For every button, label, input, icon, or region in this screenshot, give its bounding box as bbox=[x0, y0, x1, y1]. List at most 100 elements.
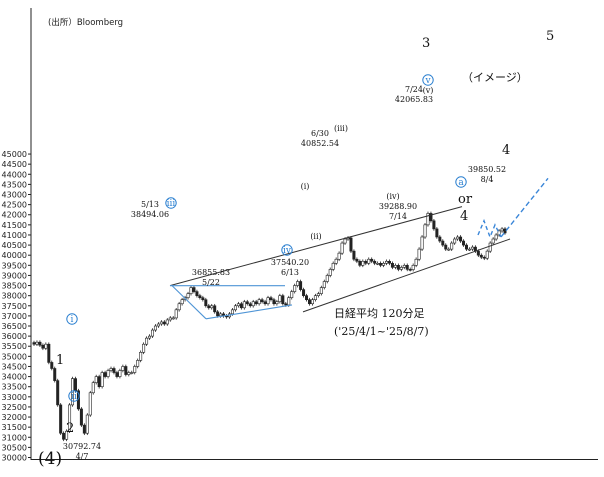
candle-body bbox=[307, 299, 311, 305]
circle-iii-label: iii bbox=[167, 199, 176, 209]
candle-body bbox=[491, 238, 495, 244]
candle-body bbox=[213, 305, 217, 313]
low-aug4-line1: 39850.52 bbox=[468, 165, 506, 174]
candle-body bbox=[355, 258, 359, 262]
candle-body bbox=[453, 238, 457, 244]
candle-body bbox=[245, 301, 249, 305]
candle-body bbox=[239, 303, 243, 309]
or-label: or bbox=[458, 192, 473, 207]
y-tick-label: 34000 bbox=[2, 373, 27, 382]
candle-body bbox=[361, 260, 365, 266]
candle-body bbox=[186, 293, 190, 298]
candle-body bbox=[464, 244, 468, 250]
y-tick-label: 39000 bbox=[2, 271, 27, 280]
wave-labels: (4)123 54or4（イメージ）iiiiiiivva(i)(ii)(iii)(… bbox=[38, 29, 554, 469]
candle-body bbox=[414, 258, 418, 266]
candle-body bbox=[370, 258, 374, 262]
candle-body bbox=[393, 265, 397, 268]
candle-body bbox=[168, 317, 172, 321]
y-tick-label: 35500 bbox=[2, 342, 27, 351]
y-tick-label: 34500 bbox=[2, 362, 27, 371]
candle-body bbox=[358, 260, 362, 266]
candle-body bbox=[150, 329, 154, 337]
candle-body bbox=[503, 228, 507, 234]
candle-body bbox=[325, 275, 329, 282]
candle-body bbox=[50, 362, 54, 369]
candle-body bbox=[251, 301, 255, 307]
wave-2-label: 2 bbox=[66, 421, 74, 436]
candle-body bbox=[260, 299, 264, 303]
high-jun30-line2: 40852.54 bbox=[301, 139, 339, 148]
candle-body bbox=[429, 213, 433, 222]
candle-body bbox=[459, 236, 463, 242]
candle-body bbox=[313, 295, 317, 301]
circle-v-label: v bbox=[424, 76, 431, 86]
candle-body bbox=[494, 234, 498, 240]
y-tick-label: 33000 bbox=[2, 393, 27, 402]
candle-body bbox=[456, 236, 460, 240]
candle-body bbox=[399, 267, 403, 270]
y-axis: 3000030500310003150032000325003300033500… bbox=[2, 8, 598, 463]
circle-i-label-ring bbox=[66, 313, 78, 325]
candle-body bbox=[281, 295, 285, 305]
candle-body bbox=[192, 287, 196, 292]
low-jul14-line1: 39288.90 bbox=[379, 202, 417, 211]
candle-body bbox=[35, 341, 39, 345]
circle-iv-label: iv bbox=[283, 246, 292, 256]
y-tick-label: 42000 bbox=[2, 211, 27, 220]
candle-body bbox=[242, 301, 246, 309]
candle-body bbox=[293, 285, 297, 292]
candle-body bbox=[174, 309, 178, 319]
candle-body bbox=[343, 238, 347, 244]
candle-body bbox=[287, 297, 291, 306]
candle-body bbox=[444, 244, 448, 250]
candle-body bbox=[159, 321, 163, 325]
candle-body bbox=[417, 248, 421, 260]
candle-body bbox=[462, 240, 466, 246]
candle-body bbox=[53, 368, 57, 381]
y-tick-label: 32500 bbox=[2, 403, 27, 412]
candle-body bbox=[142, 343, 146, 353]
candle-body bbox=[376, 262, 380, 265]
candle-body bbox=[402, 265, 406, 268]
candle-body bbox=[275, 301, 279, 305]
candle-body bbox=[296, 281, 300, 286]
candle-body bbox=[485, 250, 489, 259]
candle-body bbox=[41, 344, 45, 349]
y-tick-label: 35000 bbox=[2, 352, 27, 361]
candle-body bbox=[79, 408, 83, 426]
candle-body bbox=[118, 370, 122, 377]
source-label: (出所）Bloomberg bbox=[48, 17, 123, 28]
candles bbox=[32, 211, 507, 442]
candle-body bbox=[331, 262, 335, 270]
high-may13-line2: 38494.06 bbox=[131, 210, 169, 219]
y-tick-label: 36500 bbox=[2, 322, 27, 331]
low-jul14-line2: 7/14 bbox=[389, 212, 407, 221]
candle-body bbox=[219, 313, 223, 317]
wave-4-alt-label: 4 bbox=[460, 209, 468, 224]
candle-body bbox=[299, 281, 303, 290]
candle-body bbox=[334, 258, 338, 264]
candle-body bbox=[148, 335, 152, 339]
candle-body bbox=[44, 343, 48, 349]
wave-4-label: 4 bbox=[502, 143, 510, 158]
projection-wave5 bbox=[500, 177, 549, 238]
low-jun13-line2: 6/13 bbox=[281, 268, 299, 277]
blue-line-a bbox=[171, 285, 207, 320]
candle-body bbox=[121, 366, 125, 371]
candle-body bbox=[254, 301, 258, 305]
candle-body bbox=[230, 309, 234, 315]
lower-channel-line bbox=[302, 238, 511, 313]
candle-body bbox=[189, 287, 193, 294]
candle-body bbox=[233, 305, 237, 311]
candle-body bbox=[59, 404, 63, 434]
candle-body bbox=[91, 382, 95, 394]
candle-body bbox=[38, 341, 42, 346]
candle-body bbox=[106, 370, 110, 377]
candle-body bbox=[94, 376, 98, 383]
upper-channel-line bbox=[169, 206, 463, 287]
candle-body bbox=[316, 293, 320, 296]
y-tick-label: 32000 bbox=[2, 413, 27, 422]
